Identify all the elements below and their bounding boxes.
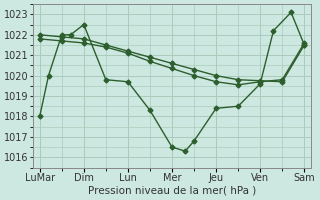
X-axis label: Pression niveau de la mer( hPa ): Pression niveau de la mer( hPa ) — [88, 186, 256, 196]
